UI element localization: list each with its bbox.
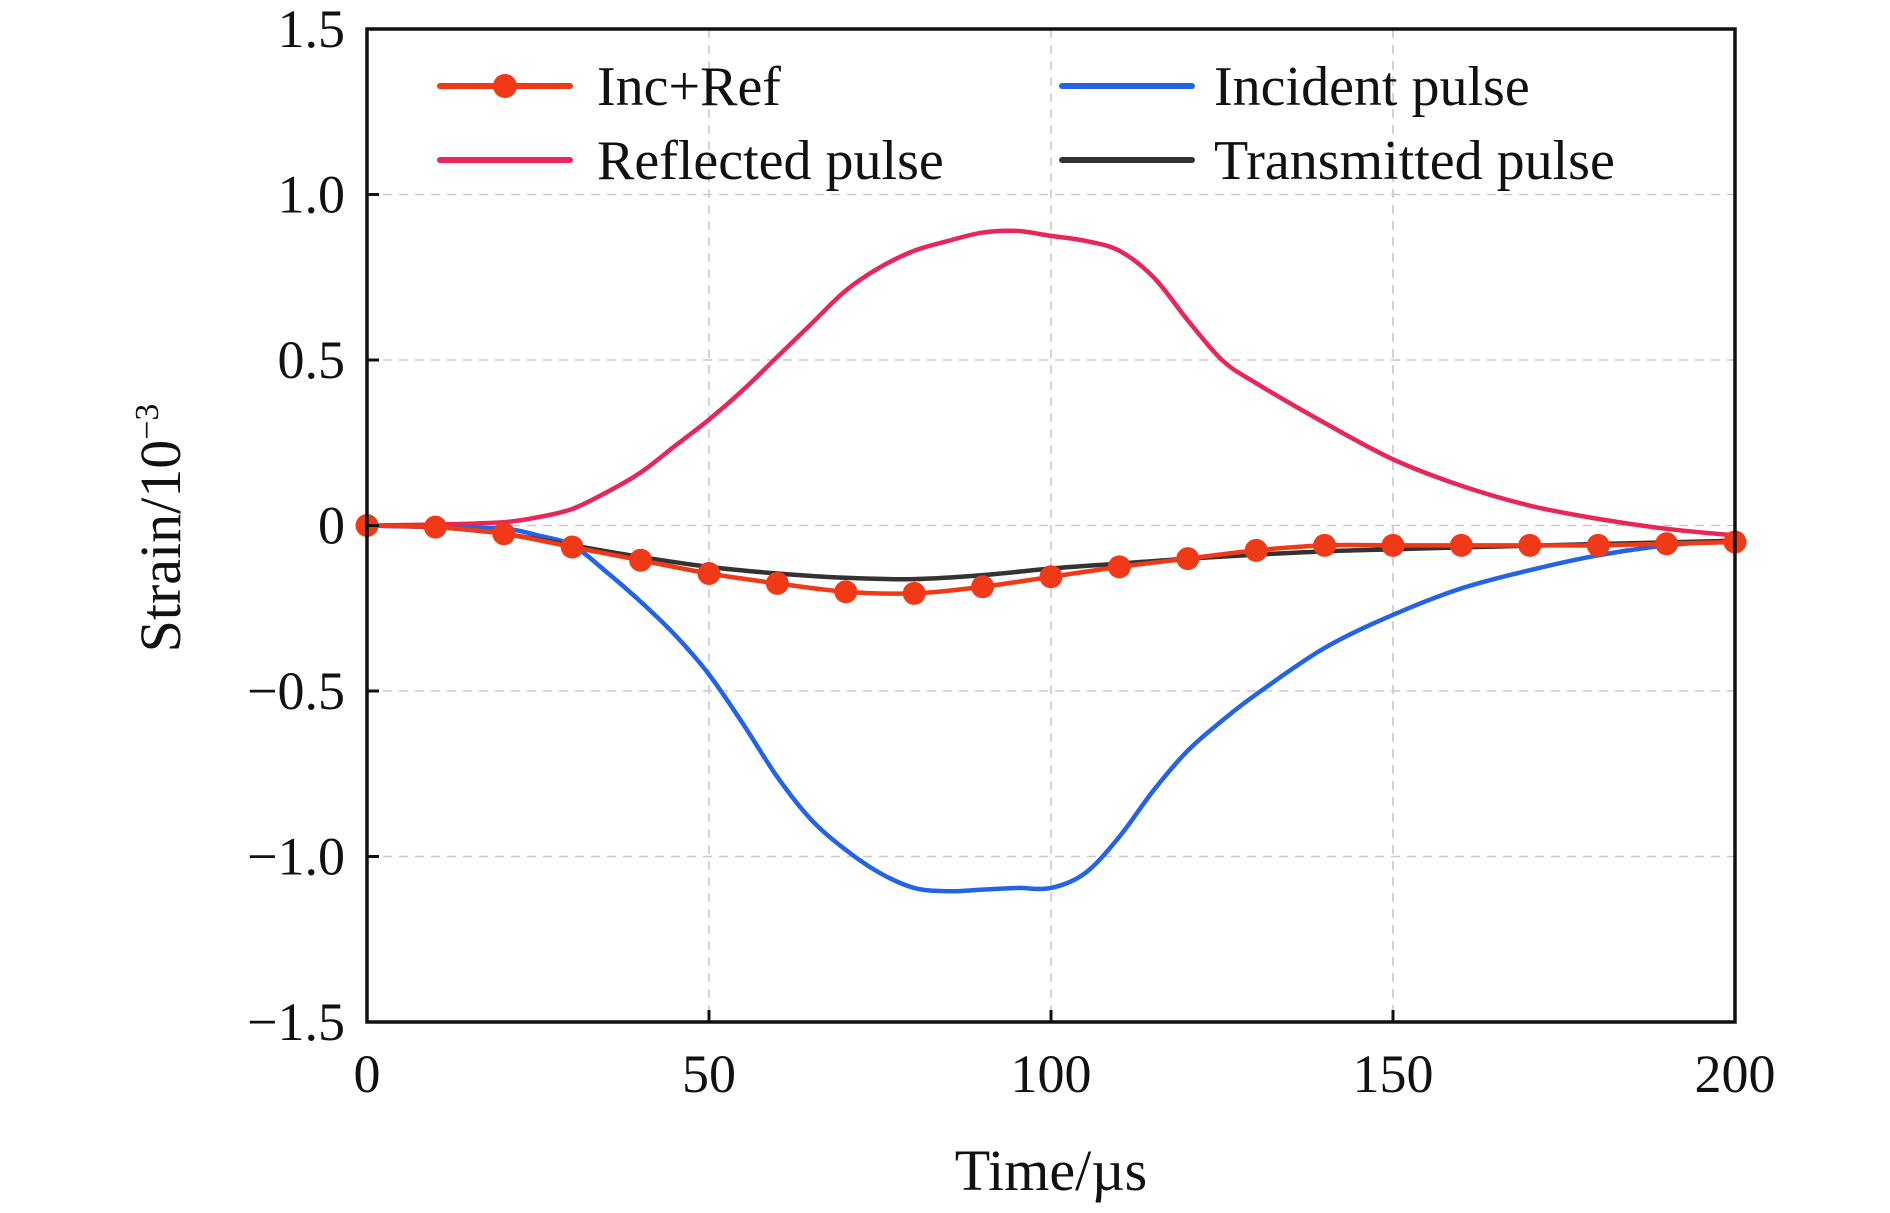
data-point-inc-ref [1107,555,1131,579]
axis-ticks [365,27,1737,1024]
x-tick-label: 200 [1695,1044,1776,1104]
legend: Inc+Ref Incident pulse Reflected pulse T… [437,56,1615,192]
y-tick-label: −1.0 [247,827,345,887]
data-point-inc-ref [629,548,653,572]
y-tick-labels: −1.5 −1.0 −0.5 0 0.5 1.0 1.5 [247,0,345,1052]
data-point-inc-ref [1586,533,1610,557]
x-axis-title: Time/µs [955,1138,1147,1203]
data-point-inc-ref [1244,538,1268,562]
data-point-inc-ref [1039,565,1063,589]
legend-label-reflected-pulse: Reflected pulse [597,130,944,192]
legend-item-transmitted-pulse: Transmitted pulse [1059,130,1615,192]
x-tick-label: 150 [1353,1044,1434,1104]
data-point-inc-ref [765,571,789,595]
data-point-inc-ref [1381,533,1405,557]
data-point-inc-ref [560,535,584,559]
x-tick-label: 50 [682,1044,736,1104]
legend-label-inc-ref: Inc+Ref [597,56,781,118]
series-incident-pulse [364,523,1738,894]
data-point-inc-ref [1518,533,1542,557]
data-point-inc-ref [697,561,721,585]
legend-item-inc-ref: Inc+Ref [437,56,781,118]
data-point-inc-ref [1176,547,1200,571]
y-axis-title: Strain/10−3 [128,404,193,653]
legend-label-incident-pulse: Incident pulse [1214,56,1530,118]
y-axis-title-main: Strain/10 [128,440,193,653]
x-tick-label: 0 [354,1044,381,1104]
y-axis-title-exponent: −3 [129,404,166,440]
y-tick-label: 0 [318,496,345,556]
data-point-inc-ref [1449,533,1473,557]
series-line-incident-pulse [364,523,1738,894]
grid-lines [367,29,1735,1022]
data-point-inc-ref [834,580,858,604]
y-tick-label: 1.5 [278,0,346,59]
y-tick-label: −1.5 [247,992,345,1052]
x-tick-label: 100 [1011,1044,1092,1104]
data-point-inc-ref [423,515,447,539]
series-line-reflected-pulse [364,228,1738,538]
x-tick-labels: 0 50 100 150 200 [354,1044,1776,1104]
legend-item-reflected-pulse: Reflected pulse [437,130,944,192]
legend-marker-inc-ref [493,74,517,98]
data-point-inc-ref [1313,533,1337,557]
y-tick-label: −0.5 [247,661,345,721]
legend-item-incident-pulse: Incident pulse [1059,56,1530,118]
y-tick-label: 1.0 [278,165,346,225]
y-tick-label: 0.5 [278,330,346,390]
series-layer [355,228,1747,894]
data-point-inc-ref [1655,532,1679,556]
data-point-inc-ref [492,522,516,546]
series-reflected-pulse [364,228,1738,538]
data-point-inc-ref [902,581,926,605]
data-point-inc-ref [971,575,995,599]
series-inc-ref [355,514,1747,605]
legend-label-transmitted-pulse: Transmitted pulse [1214,130,1615,192]
